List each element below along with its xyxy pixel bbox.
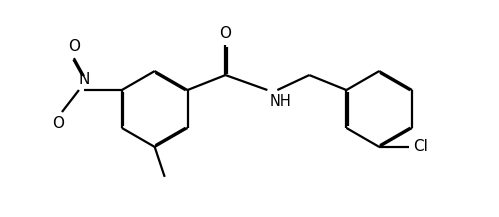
- Text: Cl: Cl: [413, 140, 428, 155]
- Text: O: O: [52, 116, 64, 131]
- Text: N: N: [78, 72, 90, 87]
- Text: NH: NH: [269, 94, 291, 109]
- Text: O: O: [68, 39, 80, 54]
- Text: O: O: [220, 26, 232, 41]
